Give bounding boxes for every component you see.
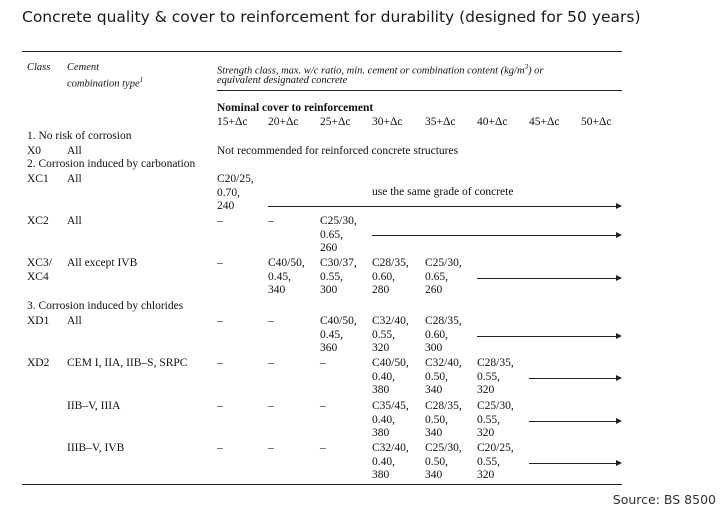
row-xd2b-c30: C35/45, 0.40, 380 [372,400,409,439]
header-sub-rule [217,90,622,91]
row-xd2c-c15: – [217,442,223,454]
row-xd1-arrow [477,333,622,339]
header-strength-line2: equivalent designated concrete [217,75,348,86]
row-xd2c-arrow [529,460,622,466]
row-xd2b-c25: – [320,400,326,412]
row-xd2-class: XD2 [27,357,50,369]
row-xd2a-c15: – [217,357,223,369]
row-xc34-class: XC3/ XC4 [27,257,52,283]
row-xc2-c20: – [268,215,274,227]
row-xd2b-c15: – [217,400,223,412]
row-xc34-c20: C40/50, 0.45, 340 [268,257,305,296]
row-xd1-c20: – [268,315,274,327]
row-xc2-arrow [372,232,622,238]
row-xc1-type: All [67,173,82,185]
table-top-rule [22,51,622,52]
row-xd2a-c20: – [268,357,274,369]
header-cement-line2: combination type [67,78,140,90]
header-class: Class [27,62,51,73]
row-xd1-c35: C28/35, 0.60, 300 [425,315,462,354]
row-xc34-c25: C30/37, 0.55, 300 [320,257,357,296]
cover-25: 25+Δc [320,116,351,128]
header-strength-tail: ) or [528,65,544,77]
row-xd2c-c30: C32/40, 0.40, 380 [372,442,409,481]
header-strength-line1: Strength class, max. w/c ratio, min. cem… [217,65,525,77]
page-title: Concrete quality & cover to reinforcemen… [22,8,641,26]
cover-30: 30+Δc [372,116,403,128]
row-xd1-class: XD1 [27,315,50,327]
row-xd2c-c40: C20/25, 0.55, 320 [477,442,514,481]
row-xd1-c30: C32/40, 0.55, 320 [372,315,409,354]
header-cement-footnote: 1 [139,76,144,84]
row-x0-class: X0 [27,145,42,157]
row-xc1-note: use the same grade of concrete [372,186,514,198]
cover-15: 15+Δc [217,116,248,128]
cover-35: 35+Δc [425,116,456,128]
row-xc34-arrow [477,275,622,281]
row-xc2-class: XC2 [27,215,49,227]
row-xd2a-type: CEM I, IIA, IIB–S, SRPC [67,357,188,369]
row-xd1-c15: – [217,315,223,327]
header-cement-line1: Cement [67,62,100,73]
header-strength: Strength class, max. w/c ratio, min. cem… [217,61,544,78]
row-xd2c-type: IIIB–V, IVB [67,442,125,454]
row-xd2a-arrow [529,375,622,381]
row-xd1-c25: C40/50, 0.45, 360 [320,315,357,354]
cover-45: 45+Δc [529,116,560,128]
row-xc34-c15: – [217,257,223,269]
row-xc2-type: All [67,215,82,227]
header-nominal-cover: Nominal cover to reinforcement [217,102,374,114]
section-chlorides: 3. Corrosion induced by chlorides [27,300,184,312]
row-x0-note: Not recommended for reinforced concrete … [217,145,459,157]
row-xc1-class: XC1 [27,173,49,185]
header-cement-2: combination type1 [67,74,143,91]
section-carbonation: 2. Corrosion induced by carbonation [27,158,196,170]
row-xc1-arrow [268,203,622,209]
section-no-risk: 1. No risk of corrosion [27,130,132,142]
row-xc34-type: All except IVB [67,257,138,269]
row-xc34-c35: C25/30, 0.65, 260 [425,257,462,296]
row-xd2b-type: IIB–V, IIIA [67,400,121,412]
row-xd2c-c35: C25/30, 0.50, 340 [425,442,462,481]
row-xd2a-c30: C40/50, 0.40, 380 [372,357,409,396]
row-xd1-type: All [67,315,82,327]
row-xd2c-c25: – [320,442,326,454]
row-xd2a-c35: C32/40, 0.50, 340 [425,357,462,396]
header-strength-sup: 3 [524,63,529,71]
table-bottom-rule [22,484,622,485]
row-xc2-c15: – [217,215,223,227]
source-credit: Source: BS 8500 [612,492,716,507]
row-xd2a-c40: C28/35, 0.55, 320 [477,357,514,396]
cover-20: 20+Δc [268,116,299,128]
cover-50: 50+Δc [581,116,612,128]
row-xd2b-arrow [529,418,622,424]
cover-40: 40+Δc [477,116,508,128]
row-xd2c-c20: – [268,442,274,454]
row-xc1-c15: C20/25, 0.70, 240 [217,173,254,212]
row-xd2a-c25: – [320,357,326,369]
row-xc34-c30: C28/35, 0.60, 280 [372,257,409,296]
row-xc2-c25: C25/30, 0.65, 260 [320,215,357,254]
header-cement: Cement [67,61,99,75]
row-x0-type: All [67,145,82,157]
row-xd2b-c40: C25/30, 0.55, 320 [477,400,514,439]
row-xd2b-c35: C28/35, 0.50, 340 [425,400,462,439]
row-xd2b-c20: – [268,400,274,412]
